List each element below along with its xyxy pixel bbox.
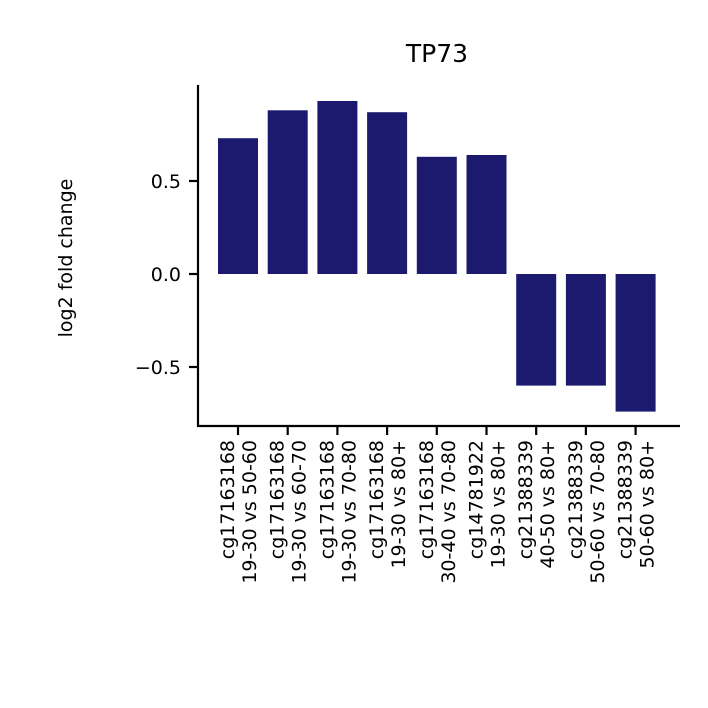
bar-3 [367,112,408,274]
x-tick-label-8: cg2138833950-60 vs 80+ [615,440,659,569]
x-tick-label-2: cg1716316819-30 vs 70-80 [316,440,360,584]
y-tick-label-2: 0.5 [151,171,181,193]
y-axis-label: log2 fold change [55,179,77,338]
bar-2 [317,101,358,274]
x-tick-label-6: cg2138833940-50 vs 80+ [515,440,559,569]
y-tick-label-1: 0.0 [151,264,181,286]
x-tick-label-3: cg1716316819-30 vs 80+ [366,440,410,569]
bar-1 [267,110,308,274]
bar-4 [416,156,457,274]
x-tick-label-0: cg1716316819-30 vs 50-60 [217,440,261,584]
bars [218,101,656,412]
y-axis-ticks: −0.5 0.0 0.5 [135,171,198,379]
bar-8 [615,274,656,412]
x-axis-ticks: cg1716316819-30 vs 50-60 cg1716316819-30 … [217,426,659,584]
bar-7 [565,274,606,386]
x-tick-label-5: cg1478192219-30 vs 80+ [466,440,510,569]
bar-5 [466,155,507,274]
x-tick-label-7: cg2138833950-60 vs 70-80 [565,440,609,584]
bar-0 [218,138,258,274]
chart-title: TP73 [405,39,468,68]
x-tick-label-4: cg1716316830-40 vs 70-80 [416,440,460,584]
bar-6 [516,274,557,386]
x-tick-label-1: cg1716316819-30 vs 60-70 [267,440,311,584]
y-tick-label-0: −0.5 [135,357,181,379]
